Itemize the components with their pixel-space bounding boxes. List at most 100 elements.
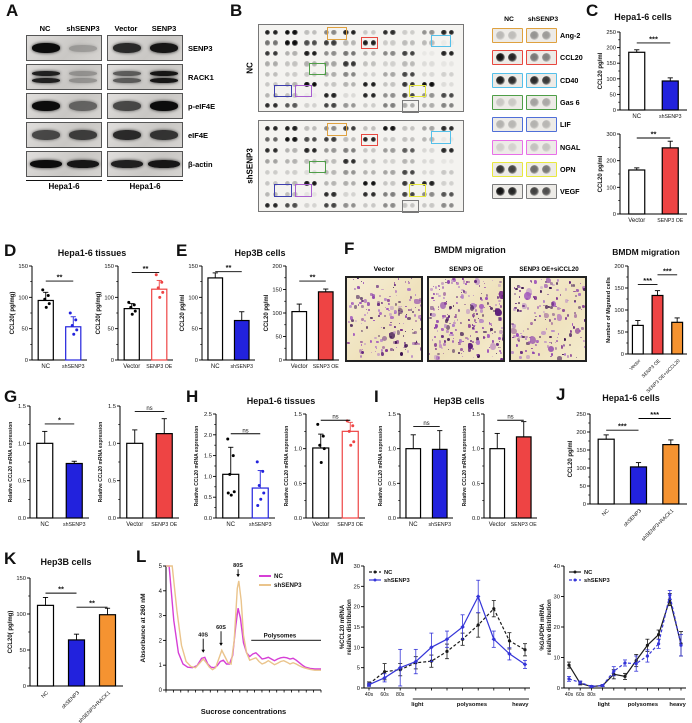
cell-speck <box>518 355 522 359</box>
cell-speck <box>518 289 522 293</box>
svg-text:0: 0 <box>195 358 198 364</box>
cell-speck <box>566 313 570 317</box>
peak-label-40S: 40S <box>198 633 208 639</box>
wb-lane <box>108 65 145 89</box>
cell-speck <box>556 336 558 339</box>
svg-text:100: 100 <box>188 295 198 301</box>
mini-blot-box <box>492 94 523 110</box>
array-dot <box>390 103 396 109</box>
cell-speck <box>539 336 541 338</box>
cell-speck <box>497 283 502 288</box>
cell-speck <box>525 338 527 341</box>
array-dot <box>343 181 349 187</box>
cell-speck <box>404 281 407 284</box>
array-dot <box>292 159 298 165</box>
array-highlight-box <box>294 85 312 98</box>
panel-label-d: D <box>4 241 17 260</box>
array-dot <box>441 192 447 198</box>
cell-speck <box>410 354 414 358</box>
svg-text:50: 50 <box>192 327 198 333</box>
wb-target-label: SENP3 <box>188 43 213 53</box>
svg-text:Vector: Vector <box>489 522 506 528</box>
cell-speck <box>376 347 378 349</box>
svg-text:SENP3 OE: SENP3 OE <box>151 522 177 528</box>
svg-text:shSENP3: shSENP3 <box>62 364 85 370</box>
data-point <box>256 504 260 508</box>
array-dot <box>284 40 290 46</box>
array-dot <box>390 159 396 165</box>
cell-speck <box>458 338 463 344</box>
cell-speck <box>362 282 365 285</box>
cell-speck <box>538 315 542 318</box>
data-point <box>623 661 627 665</box>
cell-speck <box>376 340 379 344</box>
svg-text:0: 0 <box>23 684 26 690</box>
data-point <box>228 472 232 476</box>
cell-speck <box>420 317 421 321</box>
cell-speck <box>500 352 503 354</box>
array-dot <box>441 92 447 98</box>
cell-speck <box>493 330 497 334</box>
svg-text:NC: NC <box>274 573 283 580</box>
cell-speck <box>491 279 493 281</box>
wb-blot-box <box>26 122 102 148</box>
cell-speck <box>466 309 470 314</box>
mini-blot-dot <box>530 53 539 63</box>
cell-speck <box>420 289 421 292</box>
cell-speck <box>543 283 549 289</box>
array-dot <box>292 40 298 46</box>
array-highlight-box <box>361 37 379 50</box>
array-dot <box>382 30 388 36</box>
cell-speck <box>555 281 559 285</box>
western-blot-panel: NC shSENP3 Vector SENP3 SENP3 RACK1 p-eIF4E eIF… <box>26 24 232 191</box>
cell-speck <box>484 282 486 284</box>
svg-text:heavy: heavy <box>669 702 686 708</box>
svg-text:200: 200 <box>614 264 624 270</box>
array-dot <box>284 50 290 57</box>
svg-text:Relative CCL20 mRNA expression: Relative CCL20 mRNA expression <box>8 422 14 503</box>
cell-speck <box>581 286 585 290</box>
svg-text:50: 50 <box>610 92 616 98</box>
svg-text:shSENP3: shSENP3 <box>231 364 254 370</box>
array-dot <box>284 82 290 88</box>
cell-speck <box>548 319 552 323</box>
svg-text:150: 150 <box>576 448 586 454</box>
chart-ccl20-tissue-oe: 0 50 100 150 CCL20( pg/mg) Vector SENP3 OE ** <box>96 264 173 370</box>
cell-speck <box>501 327 503 330</box>
svg-text:0.5: 0.5 <box>108 479 116 485</box>
cell-speck <box>569 354 573 358</box>
wb-lane <box>108 36 145 60</box>
svg-text:Sucrose concentrations: Sucrose concentrations <box>201 707 286 716</box>
svg-text:0: 0 <box>25 358 28 364</box>
data-point <box>229 493 233 497</box>
cell-speck <box>516 309 520 313</box>
cell-speck <box>441 335 445 339</box>
cell-speck <box>582 288 585 292</box>
mini-blot-dot <box>530 164 539 174</box>
array-dot <box>343 170 349 176</box>
panel-label-m: M <box>330 549 345 568</box>
array-dot <box>272 148 278 154</box>
cell-speck <box>516 333 520 337</box>
svg-text:100: 100 <box>606 185 616 191</box>
data-point <box>668 593 672 597</box>
mini-blot-dot <box>508 97 517 107</box>
cell-speck <box>431 297 434 300</box>
cell-speck <box>437 357 439 359</box>
data-point <box>262 491 266 495</box>
array-dot <box>390 61 396 67</box>
data-point <box>476 623 480 627</box>
array-dot <box>323 137 330 143</box>
significance-marker: *** <box>663 266 672 275</box>
svg-text:100: 100 <box>16 612 26 618</box>
array-dot <box>265 92 271 98</box>
array-dot <box>402 126 408 132</box>
array-dot <box>343 40 349 46</box>
array-highlight-box <box>309 160 327 174</box>
cell-speck <box>555 347 557 350</box>
array-dot <box>429 170 435 176</box>
cell-speck <box>496 295 500 299</box>
svg-text:relative distribution: relative distribution <box>547 599 553 655</box>
cell-speck <box>381 288 384 291</box>
